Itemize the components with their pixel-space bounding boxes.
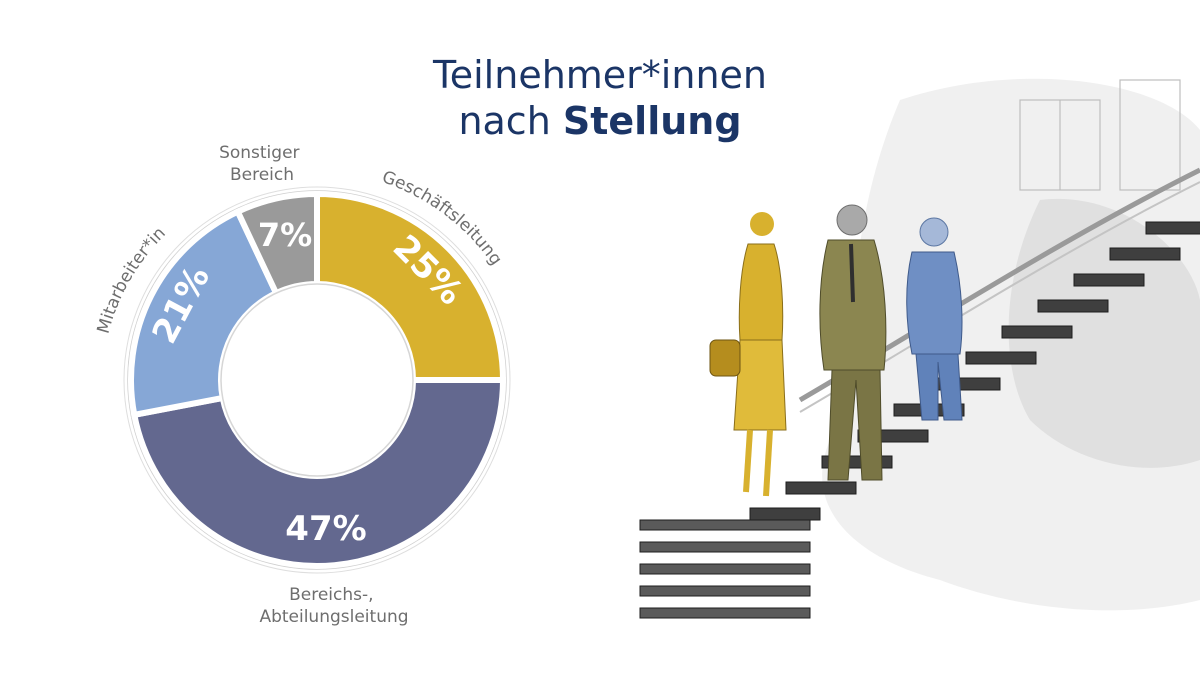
figure-blue-man xyxy=(906,217,963,421)
stair-step xyxy=(1001,325,1073,339)
background-wash-dark xyxy=(1008,198,1200,468)
donut-chart: 25% 47% 21% 7% Geschäftsleitung Mitarbei… xyxy=(94,143,511,627)
stair-step xyxy=(785,481,857,495)
stair-step xyxy=(1037,299,1109,313)
chart-title: Teilnehmer*innen nach Stellung xyxy=(330,52,870,144)
title-line-1: Teilnehmer*innen xyxy=(432,53,767,97)
stair-step xyxy=(965,351,1037,365)
window-sketch xyxy=(1019,79,1181,191)
stair-step-lower xyxy=(639,607,811,619)
title-line-2-bold: Stellung xyxy=(562,99,742,143)
title-line-2: nach Stellung xyxy=(330,98,870,144)
staircase-illustration xyxy=(639,78,1200,619)
stair-step xyxy=(1145,221,1200,235)
figure-older-man xyxy=(819,204,887,481)
pct-label-bereichsleitung: 47% xyxy=(285,509,366,549)
stair-step-lower xyxy=(639,563,811,575)
title-line-2-regular: nach xyxy=(458,99,563,143)
stair-step xyxy=(1073,273,1145,287)
stair-step-lower xyxy=(639,585,811,597)
stair-step xyxy=(749,507,821,521)
figure-woman xyxy=(709,212,787,497)
stair-step xyxy=(1109,247,1181,261)
category-label-sonstiger: Sonstiger Bereich xyxy=(219,143,305,185)
stair-step-lower xyxy=(639,519,811,531)
outer-ring-2 xyxy=(123,186,511,574)
stair-step-lower xyxy=(639,541,811,553)
category-label-bereichsleitung: Bereichs-, Abteilungsleitung xyxy=(259,585,408,627)
donut-hole xyxy=(220,283,414,477)
pct-label-sonstiger: 7% xyxy=(258,216,312,254)
